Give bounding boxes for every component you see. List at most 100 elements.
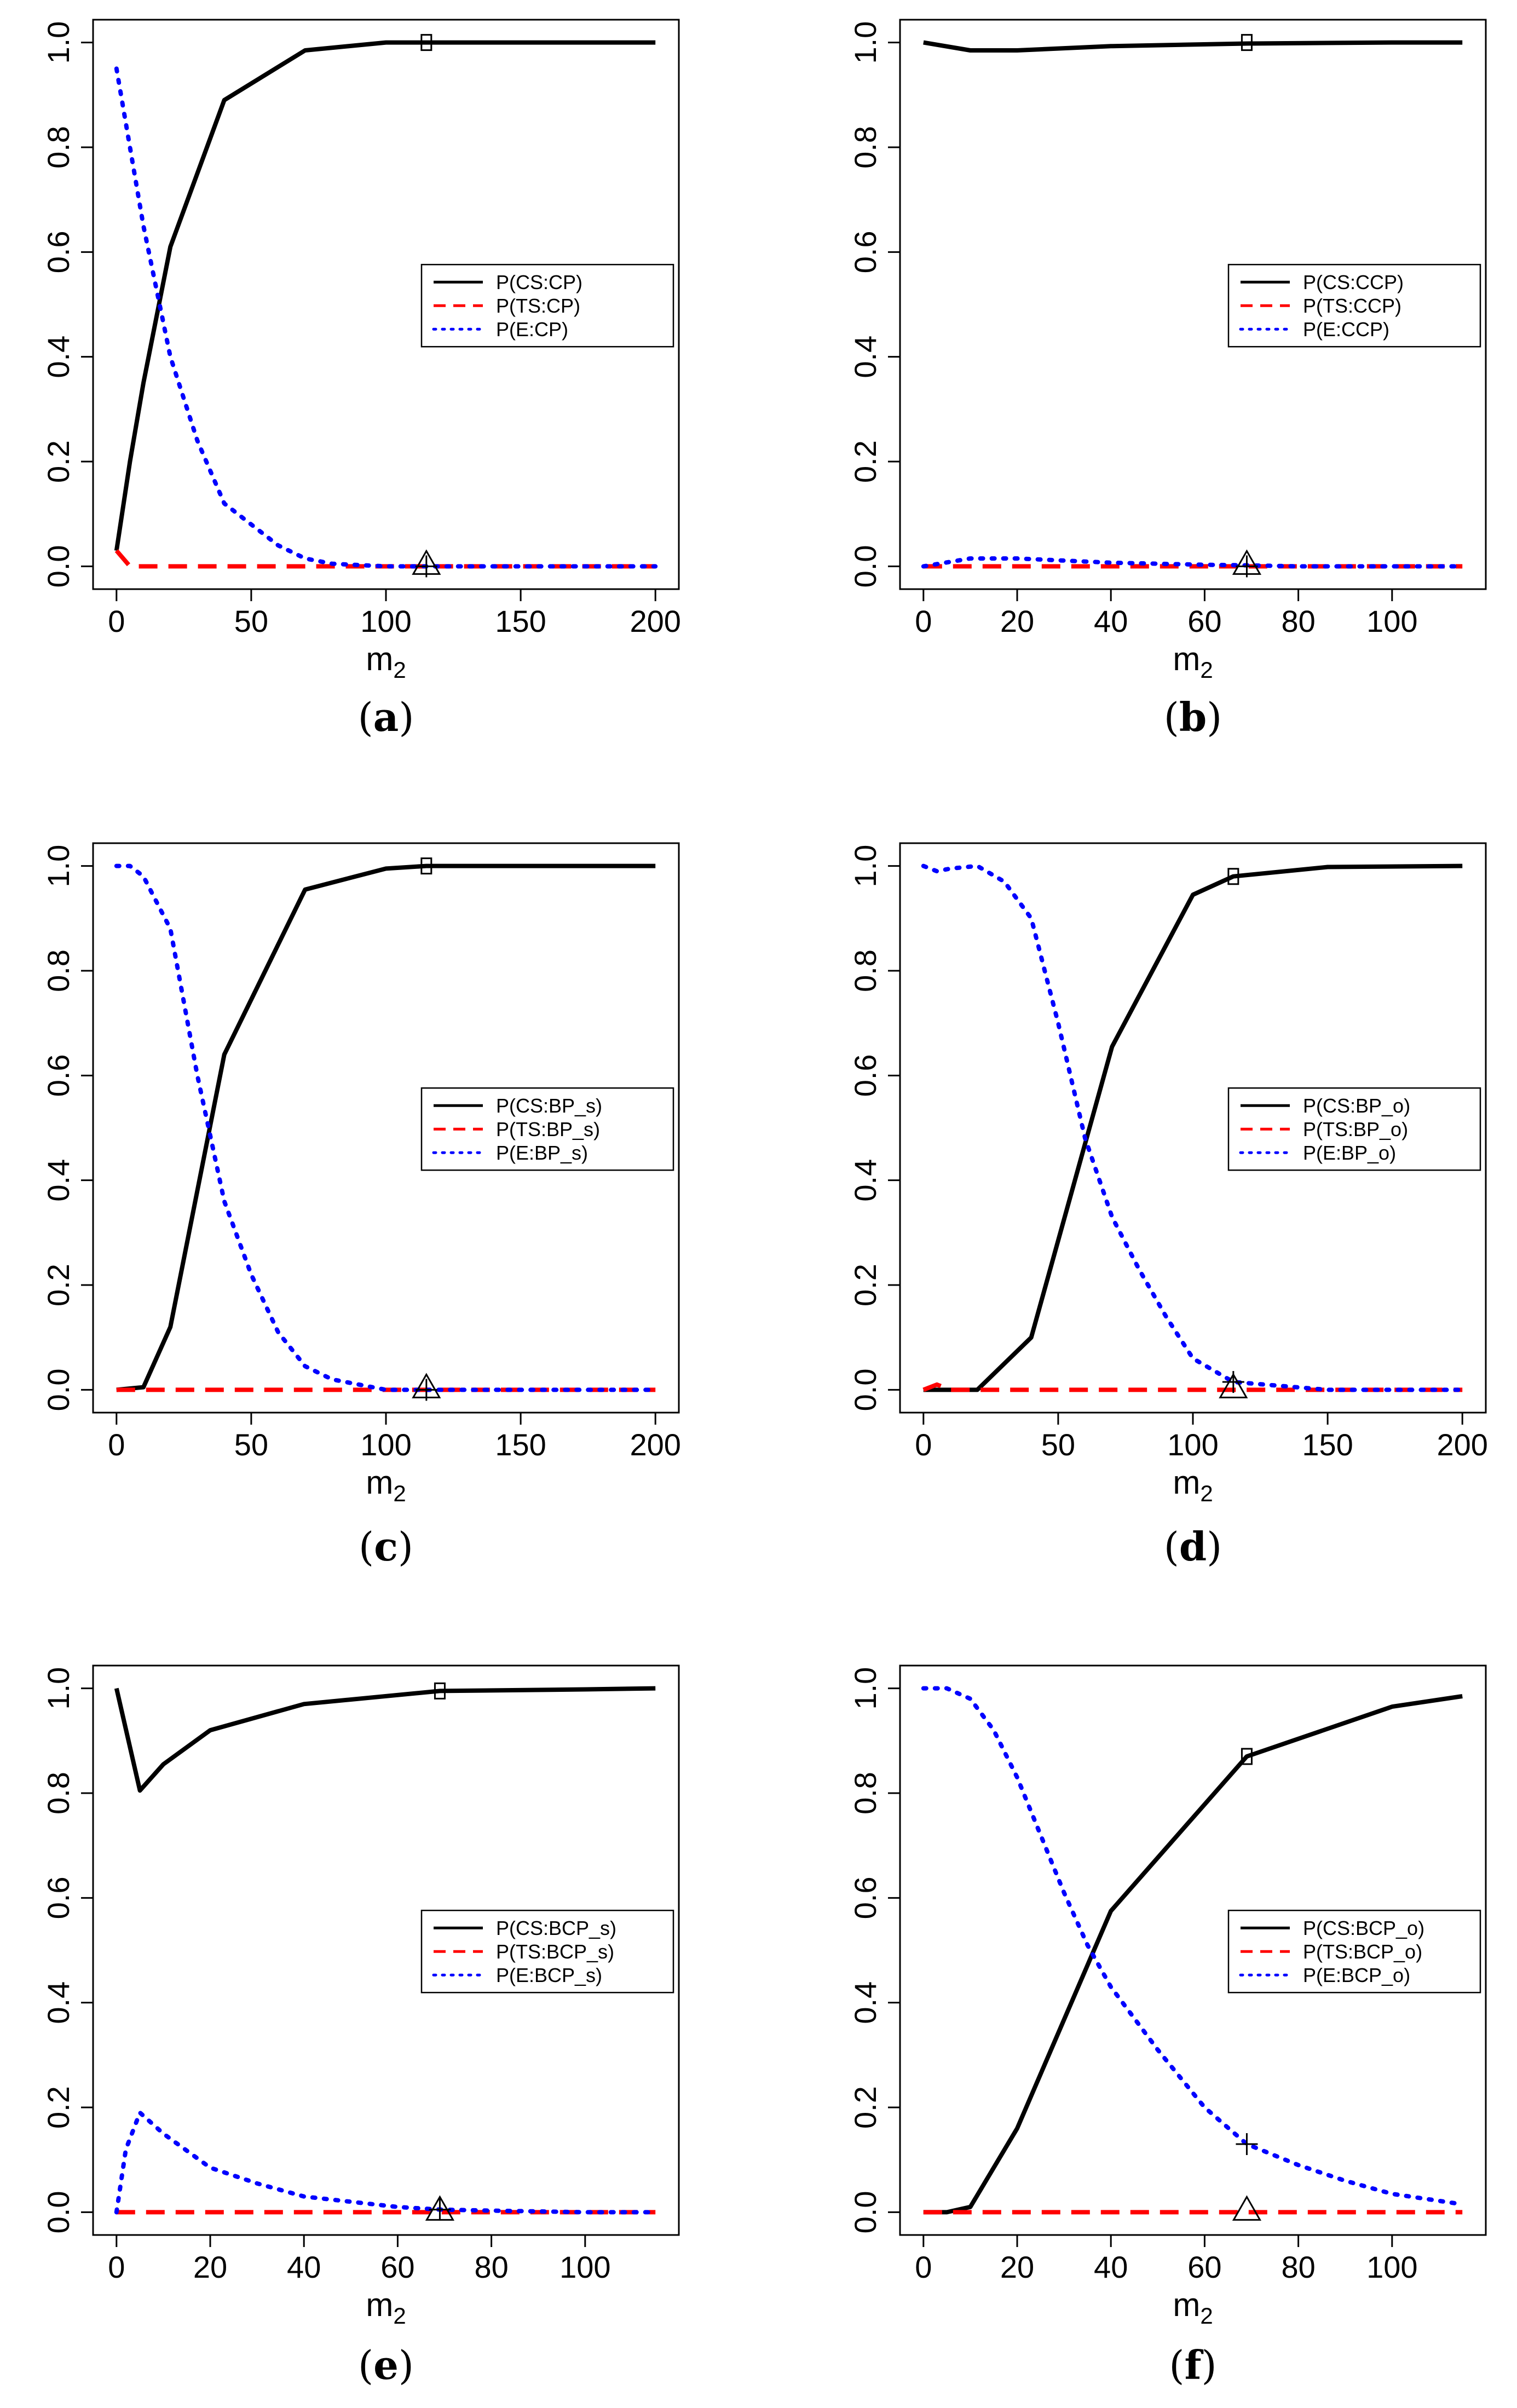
series-line-cs: [114, 1686, 656, 1793]
legend-label: P(TS:BCP_s): [496, 1940, 614, 1963]
x-tick-label: 100: [559, 2250, 610, 2284]
y-tick-label: 0.8: [41, 126, 76, 169]
x-tick-label: 0: [108, 1427, 125, 1462]
legend-label: P(TS:BP_o): [1303, 1118, 1408, 1140]
panel-caption: (e): [358, 2342, 414, 2388]
y-tick-label: 0.0: [41, 545, 76, 587]
y-tick-label: 1.0: [41, 1667, 76, 1710]
x-tick-label: 20: [1000, 604, 1034, 638]
y-tick-label: 1.0: [41, 21, 76, 64]
marker-plus: [1236, 555, 1258, 578]
legend-label: P(CS:CCP): [1303, 271, 1404, 293]
y-tick-label: 0.2: [848, 1264, 882, 1306]
y-tick-label: 0.4: [41, 336, 76, 378]
x-tick-label: 40: [1094, 604, 1128, 638]
y-tick-label: 1.0: [41, 845, 76, 888]
y-tick-label: 0.6: [848, 231, 882, 273]
chart-panel-d: 0 50 100 150 200 m2 0.0 0.2 0.4 0.6 0.8 1.0 P(CS:BP_…: [848, 842, 1488, 1570]
y-tick-label: 0.8: [41, 1772, 76, 1814]
marker-plus: [415, 1379, 437, 1401]
x-tick-label: 0: [108, 2250, 125, 2284]
x-tick-label: 0: [915, 1427, 932, 1462]
y-tick-label: 0.6: [41, 1876, 76, 1919]
y-tick-label: 0.2: [41, 2086, 76, 2129]
y-tick-label: 0.0: [41, 1368, 76, 1411]
legend: P(CS:BP_o)P(TS:BP_o)P(E:BP_o): [1227, 1087, 1481, 1171]
marker-triangle: [1232, 2195, 1262, 2221]
marker-plus: [1222, 1371, 1244, 1393]
y-tick-label: 0.2: [41, 1264, 76, 1306]
legend: P(CS:BCP_s)P(TS:BCP_s)P(E:BCP_s): [420, 1909, 674, 1994]
x-axis-label: m2: [1173, 1464, 1213, 1506]
series-line-e: [921, 863, 1465, 1392]
legend: P(CS:BCP_o)P(TS:BCP_o)P(E:BCP_o): [1227, 1909, 1481, 1994]
y-tick-label: 0.0: [848, 545, 882, 587]
x-tick-label: 40: [287, 2250, 321, 2284]
plot-frame: [899, 1664, 1487, 2236]
legend-label: P(TS:CP): [496, 295, 580, 317]
plot-frame: [92, 1664, 680, 2236]
y-tick-label: 1.0: [848, 21, 882, 64]
x-tick-label: 60: [380, 2250, 414, 2284]
x-axis-label: m2: [366, 2286, 406, 2329]
marker-square: [1227, 868, 1239, 885]
series-line-e: [921, 1686, 1465, 2207]
series-line-cs: [923, 1694, 1463, 2215]
x-tick-label: 0: [915, 2250, 932, 2284]
x-tick-label: 50: [1041, 1427, 1075, 1462]
y-tick-label: 0.2: [848, 2086, 882, 2129]
chart-panel-a: 0 50 100 150 200 m2 0.0 0.2 0.4 0.6 0.8 1.0 P(CS:CP)…: [41, 19, 681, 740]
x-tick-label: 80: [474, 2250, 508, 2284]
y-tick-label: 0.8: [41, 949, 76, 992]
legend-label: P(CS:BCP_o): [1303, 1917, 1424, 1939]
y-tick-label: 0.4: [41, 1159, 76, 1202]
x-axis-label: m2: [366, 641, 406, 683]
y-tick-label: 0.6: [41, 231, 76, 273]
x-tick-label: 0: [108, 604, 125, 638]
legend-label: P(E:BP_o): [1303, 1142, 1396, 1164]
y-tick-label: 0.2: [848, 440, 882, 483]
marker-plus: [1236, 2133, 1258, 2156]
chart-panel-c: 0 50 100 150 200 m2 0.0 0.2 0.4 0.6 0.8 1.0 P(CS:BP_…: [41, 842, 681, 1570]
y-tick-label: 0.8: [848, 949, 882, 992]
chart-panel-f: 0 20 40 60 80 100 m2 0.0 0.2 0.4 0.6 0.8 1.0 P(CS:BCP…: [848, 1664, 1487, 2388]
marker-square: [1241, 1748, 1253, 1765]
panel-caption: (f): [1169, 2342, 1216, 2388]
y-tick-label: 0.6: [848, 1876, 882, 1919]
x-axis-label: m2: [1173, 641, 1213, 683]
x-tick-label: 100: [360, 604, 411, 638]
x-axis-label: m2: [366, 1464, 406, 1506]
series-line-e: [114, 2110, 658, 2215]
x-tick-label: 150: [495, 604, 546, 638]
x-tick-label: 20: [1000, 2250, 1034, 2284]
marker-square: [1241, 34, 1253, 51]
x-tick-label: 20: [193, 2250, 227, 2284]
legend: P(CS:CCP)P(TS:CCP)P(E:CCP): [1227, 263, 1481, 348]
x-tick-label: 100: [1167, 1427, 1218, 1462]
panel-caption: (b): [1164, 694, 1222, 740]
y-tick-label: 0.0: [848, 2191, 882, 2233]
legend-label: P(CS:BP_o): [1303, 1094, 1410, 1117]
x-tick-label: 100: [1366, 2250, 1417, 2284]
marker-plus: [415, 555, 437, 578]
x-tick-label: 200: [630, 1427, 680, 1462]
y-tick-label: 0.2: [41, 440, 76, 483]
marker-square: [434, 1682, 446, 1700]
legend-label: P(E:CCP): [1303, 318, 1389, 341]
series-line-cs: [116, 863, 656, 1392]
y-tick-label: 0.4: [848, 336, 882, 378]
y-tick-label: 1.0: [848, 1667, 882, 1710]
legend-label: P(TS:CCP): [1303, 295, 1401, 317]
x-axis-label: m2: [1173, 2286, 1213, 2329]
series-line-e: [921, 556, 1465, 569]
panel-caption: (a): [358, 694, 414, 740]
legend: P(CS:BP_s)P(TS:BP_s)P(E:BP_s): [420, 1087, 674, 1171]
x-tick-label: 100: [1366, 604, 1417, 638]
legend-label: P(E:BCP_o): [1303, 1964, 1410, 1986]
x-tick-label: 60: [1187, 604, 1221, 638]
y-tick-label: 0.4: [41, 1981, 76, 2024]
legend-label: P(TS:BCP_o): [1303, 1940, 1422, 1963]
y-tick-label: 0.4: [848, 1981, 882, 2024]
